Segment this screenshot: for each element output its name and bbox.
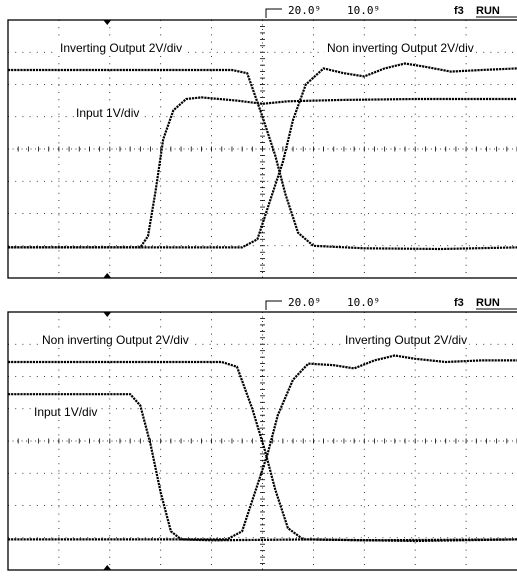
trace-label-inv: Inverting Output 2V/div xyxy=(60,41,182,55)
trigger-position-marker-bottom xyxy=(103,273,112,278)
trace-label-input: Input 1V/div xyxy=(76,106,139,120)
trace-1 xyxy=(8,354,517,541)
timebase-readout: 20.0⁹ xyxy=(288,4,321,17)
trigger-position-marker-top xyxy=(103,20,112,25)
trigger-position-marker-top xyxy=(103,312,112,317)
delay-readout: 10.0⁹ xyxy=(347,4,380,17)
trace-label-noninv: Non inverting Output 2V/div xyxy=(327,41,474,55)
trace-2 xyxy=(8,393,517,543)
trigger-position-marker-bottom xyxy=(103,565,112,570)
oscilloscope-plot-bottom: 20.0⁹ 10.0⁹ f3 RUN Non inverting Output 2V/d… xyxy=(7,296,517,571)
trace-0 xyxy=(8,68,517,251)
run-status: RUN xyxy=(476,297,500,309)
trigger-marker xyxy=(265,8,282,18)
waveform-traces xyxy=(8,354,517,543)
channel-indicator: f3 xyxy=(454,297,464,309)
trace-label-background xyxy=(74,105,142,121)
waveform-traces xyxy=(8,62,517,251)
timebase-readout: 20.0⁹ xyxy=(288,296,321,309)
run-status: RUN xyxy=(476,5,500,17)
trace-label-background xyxy=(343,332,470,348)
scope-capture-bottom: 20.0⁹ 10.0⁹ f3 RUN Non inverting Output 2V/d… xyxy=(0,292,517,576)
scope-header: 20.0⁹ 10.0⁹ f3 RUN xyxy=(265,296,517,310)
scope-capture-top: 20.0⁹ 10.0⁹ f3 RUN Inverting Output 2V/div No… xyxy=(0,0,517,284)
delay-readout: 10.0⁹ xyxy=(347,296,380,309)
trace-label-input: Input 1V/div xyxy=(34,405,97,419)
oscilloscope-plot-top: 20.0⁹ 10.0⁹ f3 RUN Inverting Output 2V/div No… xyxy=(7,4,517,279)
trace-label-background xyxy=(40,332,191,348)
trace-label-background xyxy=(325,40,476,56)
trigger-marker xyxy=(265,300,282,310)
trace-label-inv: Inverting Output 2V/div xyxy=(345,333,467,347)
trace-label-noninv: Non inverting Output 2V/div xyxy=(42,333,189,347)
trace-label-background xyxy=(58,40,185,56)
scope-header: 20.0⁹ 10.0⁹ f3 RUN xyxy=(265,4,517,18)
trace-label-background xyxy=(32,404,100,420)
graticule xyxy=(7,19,517,279)
trace-2 xyxy=(8,96,517,249)
channel-indicator: f3 xyxy=(454,5,464,17)
trace-1 xyxy=(8,62,517,249)
